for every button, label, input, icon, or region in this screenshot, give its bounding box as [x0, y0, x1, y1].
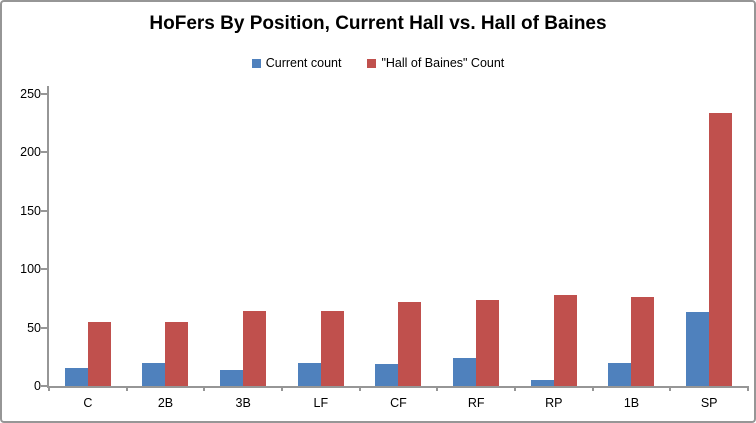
x-axis-line: [47, 386, 748, 388]
x-tick-mark-4: [358, 386, 361, 391]
y-axis-labels: 0 50 100 150 200 250: [2, 87, 41, 393]
bar-RF-baines: [476, 299, 500, 386]
y-tick-mark-150: [41, 209, 47, 212]
bar-group-CF: [360, 94, 438, 386]
bar-LF-baines: [320, 311, 344, 386]
bar-group-RF: [437, 94, 515, 386]
bar-CF-current: [375, 363, 399, 386]
bar-CF-baines: [398, 301, 422, 386]
x-label-LF: LF: [313, 396, 329, 410]
legend-swatch-baines-icon: [367, 58, 377, 68]
y-tick-label-100: 100: [20, 262, 41, 277]
bar-SP-baines: [709, 112, 733, 386]
x-tick-mark-3: [281, 386, 283, 391]
y-tick-label-250: 250: [20, 87, 41, 101]
x-axis-labels: C 2B 3B LF CF RF RP 1B SP: [49, 396, 748, 412]
plot-area: [41, 86, 749, 391]
x-tick-mark-2: [203, 386, 206, 391]
legend-label-baines: "Hall of Baines" Count: [381, 56, 505, 70]
x-label-C: C: [83, 396, 93, 410]
y-tick-mark-250: [41, 93, 47, 95]
x-tick-mark-5: [436, 386, 439, 391]
x-tick-mark-9: [747, 386, 749, 391]
x-label-RP: RP: [545, 396, 563, 410]
legend-label-current: Current count: [265, 56, 342, 70]
bar-2B-current: [142, 362, 166, 386]
x-tick-mark-6: [514, 386, 516, 391]
bar-3B-current: [220, 369, 244, 386]
bar-group-RP: [515, 94, 593, 386]
y-tick-label-150: 150: [20, 203, 41, 218]
y-tick-label-50: 50: [27, 320, 41, 335]
x-tick-mark-8: [669, 386, 672, 391]
bar-RP-current: [530, 380, 554, 386]
y-tick-mark-200: [41, 151, 47, 154]
x-tick-mark-7: [591, 386, 594, 391]
bar-group-C: [49, 94, 127, 386]
legend: Current count "Hall of Baines" Count: [2, 56, 754, 70]
y-tick-label-200: 200: [20, 145, 41, 160]
bar-group-LF: [282, 94, 360, 386]
x-tick-mark-0: [48, 386, 50, 391]
y-axis-line: [47, 86, 49, 388]
legend-item-current: Current count: [251, 56, 342, 70]
y-tick-mark-0: [41, 385, 47, 387]
bar-RF-current: [453, 357, 477, 386]
x-label-SP: SP: [700, 396, 718, 410]
x-label-CF: CF: [390, 396, 407, 410]
bar-LF-current: [297, 362, 321, 386]
y-tick-mark-50: [41, 326, 47, 329]
bar-group-3B: [204, 94, 282, 386]
bar-2B-baines: [165, 321, 189, 386]
bar-3B-baines: [243, 311, 267, 386]
bar-RP-baines: [553, 294, 577, 386]
bar-1B-current: [608, 362, 632, 386]
y-tick-mark-100: [41, 268, 47, 271]
bar-group-SP: [670, 94, 748, 386]
legend-swatch-current-icon: [251, 58, 261, 68]
bar-C-baines: [87, 321, 111, 386]
bar-group-1B: [593, 94, 671, 386]
x-label-3B: 3B: [235, 396, 251, 410]
bar-C-current: [64, 368, 88, 386]
x-label-RF: RF: [467, 396, 485, 410]
x-tick-mark-1: [125, 386, 128, 391]
y-tick-label-0: 0: [34, 379, 41, 393]
bar-SP-current: [686, 312, 710, 386]
chart-title: HoFers By Position, Current Hall vs. Hal…: [149, 13, 607, 34]
bar-group-2B: [127, 94, 205, 386]
x-label-2B: 2B: [157, 396, 174, 410]
bar-1B-baines: [631, 297, 655, 386]
legend-item-baines: "Hall of Baines" Count: [367, 56, 504, 70]
x-label-1B: 1B: [623, 396, 640, 410]
